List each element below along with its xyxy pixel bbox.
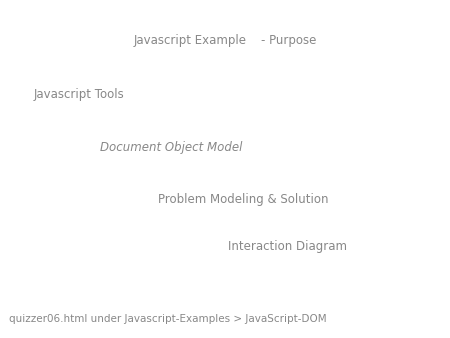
Text: Javascript Tools: Javascript Tools xyxy=(33,88,124,101)
Text: Interaction Diagram: Interaction Diagram xyxy=(229,240,347,253)
Text: Document Object Model: Document Object Model xyxy=(100,141,242,153)
Text: Javascript Example    - Purpose: Javascript Example - Purpose xyxy=(133,34,317,47)
Text: quizzer06.html under Javascript-Examples > JavaScript-DOM: quizzer06.html under Javascript-Examples… xyxy=(9,314,327,324)
Text: Problem Modeling & Solution: Problem Modeling & Solution xyxy=(158,193,328,206)
